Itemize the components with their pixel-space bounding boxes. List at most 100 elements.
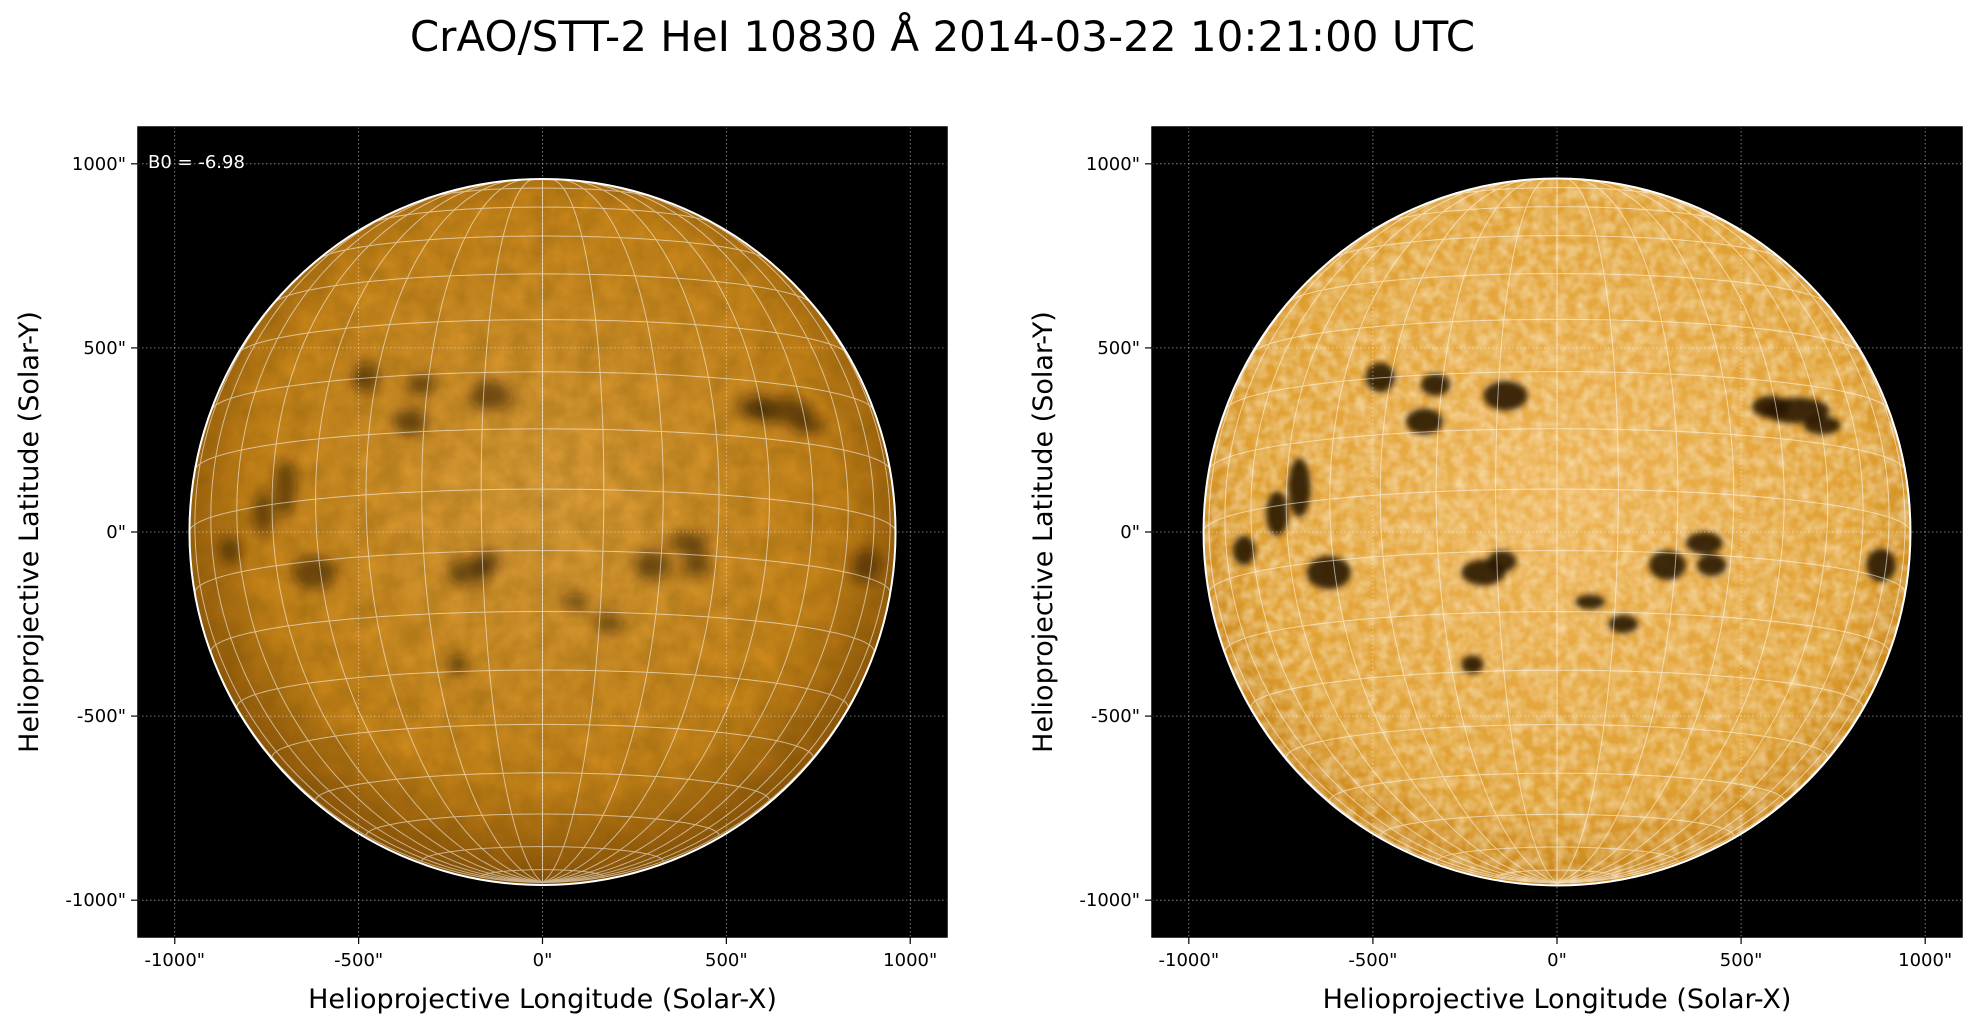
- parallel-line: [1250, 669, 1864, 708]
- x-tick-label: 1000": [1898, 950, 1952, 971]
- parallel-line: [365, 813, 720, 836]
- meridian-line: [1250, 185, 1558, 884]
- filament: [1420, 373, 1451, 396]
- meridian-line: [1556, 180, 1785, 884]
- filament: [406, 373, 436, 396]
- filament: [1306, 555, 1351, 590]
- meridian-line: [1435, 178, 1558, 884]
- x-axis-label: Helioprojective Longitude (Solar-X): [308, 984, 777, 1015]
- x-tick-label: 500": [705, 950, 748, 971]
- filament: [1461, 655, 1484, 674]
- meridian-line: [1556, 178, 1619, 884]
- filament: [1685, 532, 1723, 555]
- x-tick-label: 0": [533, 950, 553, 971]
- filament: [1288, 458, 1311, 518]
- filament: [218, 535, 241, 566]
- x-tick-label: -500": [334, 950, 383, 971]
- filament: [1696, 554, 1727, 577]
- y-tick-label: 500": [1097, 338, 1140, 359]
- filament: [1803, 416, 1841, 435]
- meridian-line: [236, 186, 543, 883]
- filament: [1406, 408, 1443, 435]
- filament: [1649, 550, 1686, 580]
- filament: [671, 532, 708, 555]
- filament: [1266, 491, 1289, 536]
- filament: [1487, 550, 1517, 573]
- meridian-line: [1329, 180, 1558, 884]
- x-tick-label: -500": [1348, 950, 1397, 971]
- meridian-line: [421, 178, 543, 883]
- parallel-line: [1495, 869, 1619, 878]
- parallel-line: [273, 273, 812, 304]
- meridian-line: [1556, 179, 1735, 884]
- y-axis-label: Helioprojective Latitude (Solar-Y): [14, 311, 45, 753]
- parallel-line: [421, 846, 664, 862]
- meridian-line: [542, 180, 720, 883]
- y-tick-label: -500": [1091, 706, 1140, 727]
- parallel-line: [1203, 488, 1911, 533]
- filament: [851, 548, 881, 582]
- meridian-line: [315, 180, 543, 883]
- dark-filaments: [218, 362, 881, 674]
- filament: [593, 614, 624, 634]
- parallel-line: [1329, 772, 1785, 801]
- b0-annotation: B0 = -6.98: [148, 152, 245, 173]
- x-tick-label: 1000": [883, 950, 937, 971]
- filament: [788, 416, 826, 435]
- meridian-line: [542, 178, 664, 883]
- meridian-line: [365, 180, 543, 883]
- parallel-line: [315, 772, 770, 801]
- filament: [468, 381, 514, 411]
- meridian-line: [480, 178, 543, 883]
- page-title: CrAO/STT-2 HeI 10830 Å 2014-03-22 10:21:…: [409, 12, 1476, 61]
- meridian-line: [1495, 178, 1558, 884]
- y-tick-label: -1000": [65, 890, 126, 911]
- parallel-line: [236, 669, 849, 708]
- filament: [737, 395, 775, 418]
- x-axis-label: Helioprojective Longitude (Solar-X): [1323, 984, 1792, 1015]
- parallel-line: [1287, 273, 1827, 304]
- filament: [472, 550, 503, 573]
- y-tick-label: 0": [106, 522, 126, 543]
- dark-filaments: [1233, 362, 1896, 674]
- filament: [391, 408, 429, 435]
- filament: [292, 555, 337, 590]
- y-tick-label: -1000": [1079, 890, 1140, 911]
- filament: [251, 491, 275, 536]
- filament: [274, 458, 297, 518]
- parallel-line: [480, 869, 605, 878]
- parallel-line: [1208, 428, 1906, 470]
- filament: [560, 594, 591, 610]
- x-tick-label: -1000": [1159, 950, 1220, 971]
- parallel-line: [1285, 724, 1829, 758]
- meridian-line: [1556, 185, 1864, 884]
- parallel-line: [1208, 550, 1906, 593]
- filament: [634, 550, 672, 580]
- filament: [1752, 395, 1789, 418]
- parallel-line: [1379, 813, 1735, 836]
- filament: [1483, 381, 1528, 411]
- filament: [446, 655, 469, 674]
- filament: [1866, 548, 1896, 582]
- parallel-line: [1385, 206, 1729, 224]
- filament: [1608, 614, 1638, 634]
- meridian-line: [542, 178, 605, 883]
- filament: [1233, 535, 1256, 566]
- parallel-line: [194, 428, 891, 470]
- y-axis-label: Helioprojective Latitude (Solar-Y): [1028, 311, 1059, 753]
- solar-limb: [188, 177, 897, 887]
- y-tick-label: 0": [1120, 522, 1140, 543]
- y-tick-label: 500": [83, 338, 126, 359]
- meridian-line: [542, 180, 770, 883]
- y-tick-label: 1000": [72, 154, 126, 175]
- filament: [682, 554, 712, 577]
- meridian-line: [1556, 178, 1679, 884]
- meridian-line: [542, 186, 849, 883]
- parallel-line: [189, 488, 896, 533]
- solar-limb: [1202, 177, 1912, 887]
- y-tick-label: -500": [77, 706, 126, 727]
- panel-left: -1000" -500" 0" 500" 1000" 1000" 500" 0" -500" -1…: [14, 126, 948, 1015]
- x-tick-label: -1000": [144, 950, 205, 971]
- parallel-line: [194, 550, 891, 593]
- x-tick-label: 500": [1720, 950, 1763, 971]
